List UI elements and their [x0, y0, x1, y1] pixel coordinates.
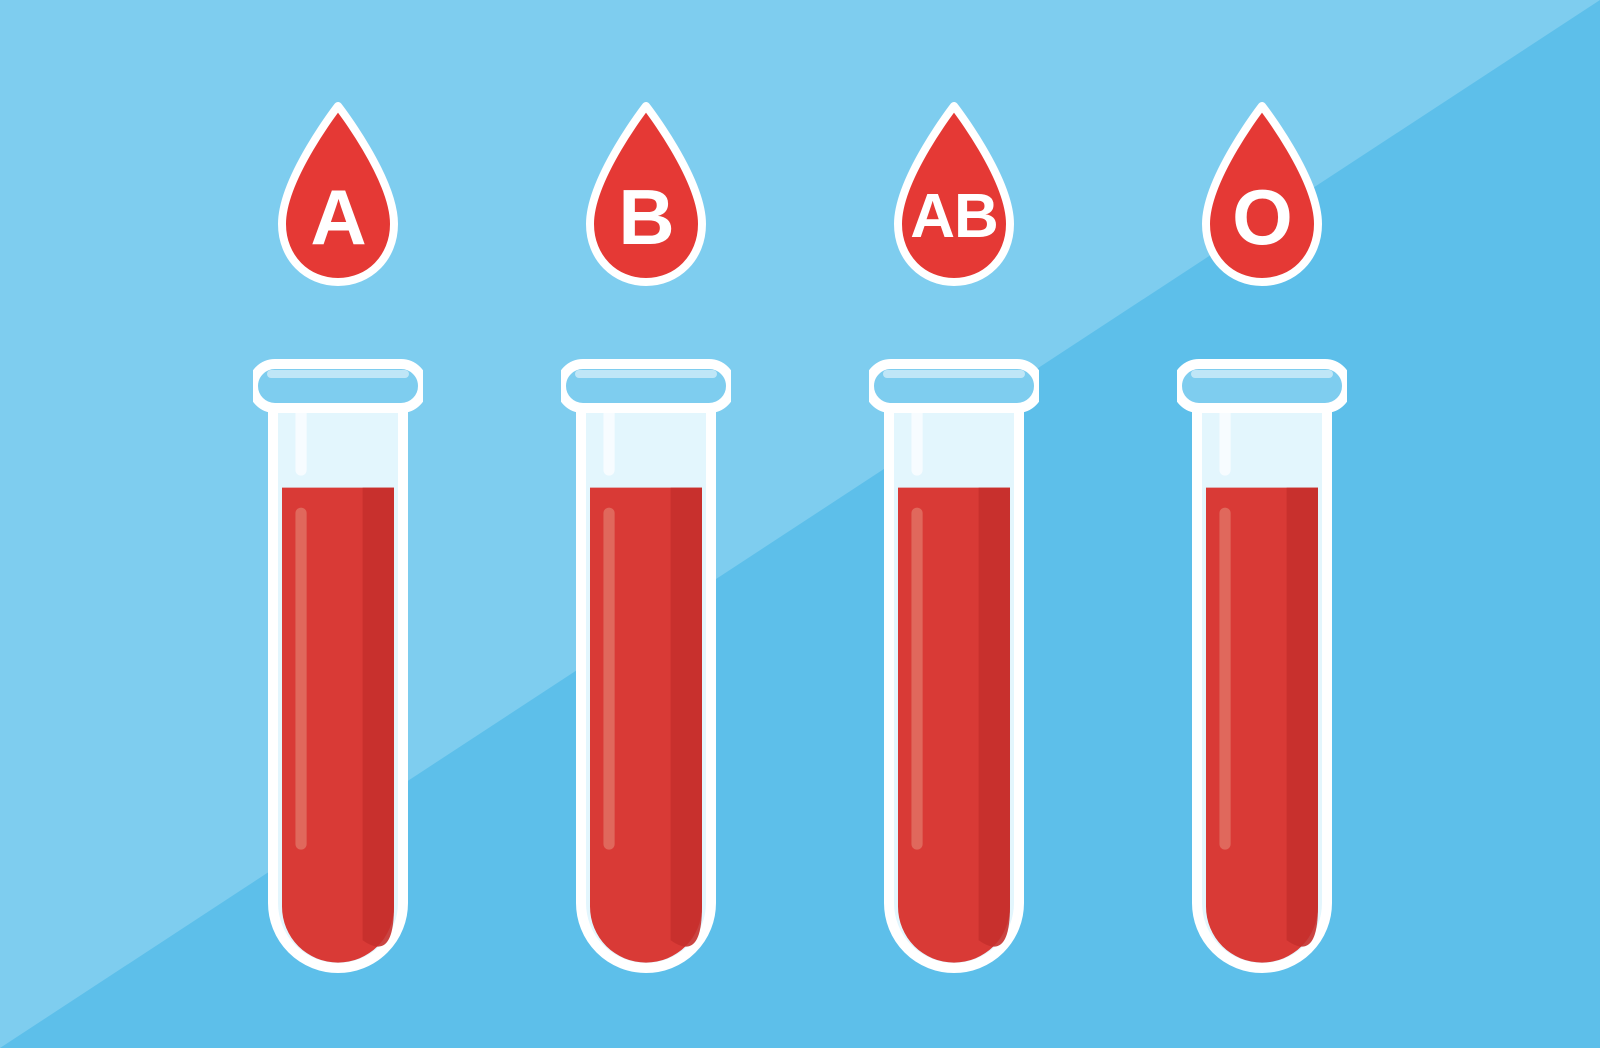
test-tube-icon: [869, 358, 1039, 978]
blood-drop-icon: AB: [874, 100, 1034, 288]
test-tube-icon: [1177, 358, 1347, 978]
blood-type-label: AB: [910, 186, 998, 248]
blood-drop-icon: B: [566, 100, 726, 288]
blood-type-column: A: [253, 100, 423, 978]
blood-type-column: B: [561, 100, 731, 978]
blood-type-label: A: [310, 178, 365, 256]
blood-type-column: AB: [869, 100, 1039, 978]
blood-type-label: O: [1232, 178, 1292, 256]
blood-drop-icon: O: [1182, 100, 1342, 288]
blood-type-column: O: [1177, 100, 1347, 978]
test-tube-icon: [253, 358, 423, 978]
blood-type-label: B: [618, 178, 673, 256]
test-tube-icon: [561, 358, 731, 978]
blood-drop-icon: A: [258, 100, 418, 288]
blood-type-row: A B AB: [0, 0, 1600, 1048]
